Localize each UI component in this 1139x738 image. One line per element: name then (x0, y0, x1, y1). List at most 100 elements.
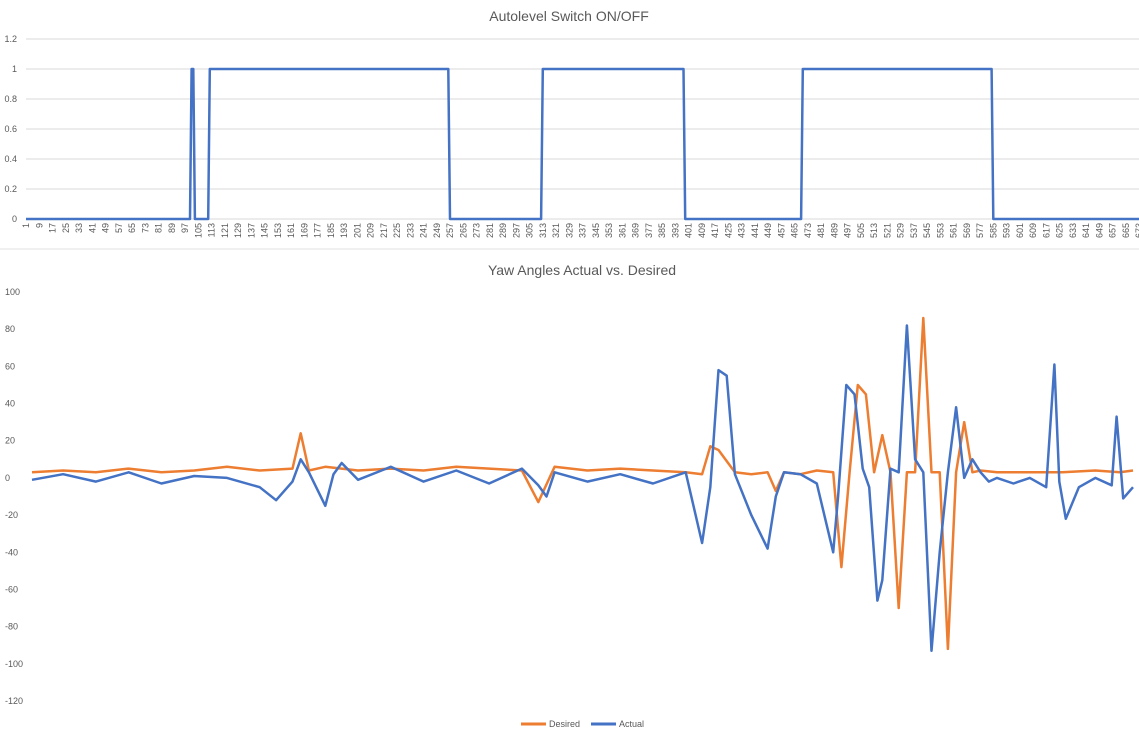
autolevel-x-tick-label: 217 (379, 223, 389, 238)
autolevel-x-tick-label: 145 (260, 223, 270, 238)
yaw-series (31, 316, 1134, 653)
autolevel-x-tick-label: 393 (670, 223, 680, 238)
autolevel-y-tick-label: 0.4 (4, 154, 17, 164)
autolevel-x-tick-label: 233 (405, 223, 415, 238)
autolevel-x-tick-label: 665 (1121, 223, 1131, 238)
autolevel-x-tick-label: 673 (1134, 223, 1139, 238)
legend-label-desired: Desired (549, 719, 580, 729)
autolevel-x-tick-label: 169 (299, 223, 309, 238)
autolevel-x-tick-label: 105 (193, 223, 203, 238)
autolevel-x-tick-label: 489 (829, 223, 839, 238)
autolevel-x-tick-label: 209 (366, 223, 376, 238)
autolevel-chart-title: Autolevel Switch ON/OFF (489, 8, 649, 24)
autolevel-x-tick-label: 457 (776, 223, 786, 238)
autolevel-x-tick-label: 561 (949, 223, 959, 238)
yaw-series-line-desired (31, 316, 1134, 651)
autolevel-x-tick-label: 433 (737, 223, 747, 238)
autolevel-x-tick-label: 241 (419, 223, 429, 238)
autolevel-x-tick-label: 361 (617, 223, 627, 238)
yaw-y-tick-label: 100 (5, 287, 20, 297)
autolevel-x-tick-label: 409 (697, 223, 707, 238)
autolevel-x-tick-label: 89 (167, 223, 177, 233)
yaw-y-tick-label: -60 (5, 584, 18, 594)
autolevel-x-tick-label: 225 (392, 223, 402, 238)
autolevel-x-tick-label: 353 (604, 223, 614, 238)
autolevel-x-tick-label: 345 (591, 223, 601, 238)
yaw-chart-title: Yaw Angles Actual vs. Desired (488, 262, 676, 278)
yaw-y-tick-label: -100 (5, 659, 23, 669)
autolevel-y-tick-label: 0.2 (4, 184, 17, 194)
autolevel-x-tick-label: 49 (101, 223, 111, 233)
autolevel-y-tick-label: 0 (12, 214, 17, 224)
autolevel-x-tick-label: 73 (140, 223, 150, 233)
autolevel-x-tick-label: 25 (61, 223, 71, 233)
autolevel-x-tick-label: 185 (326, 223, 336, 238)
yaw-y-tick-label: 60 (5, 361, 15, 371)
autolevel-x-tick-label: 625 (1055, 223, 1065, 238)
autolevel-x-tick-label: 153 (273, 223, 283, 238)
yaw-y-tick-label: 80 (5, 324, 15, 334)
autolevel-x-tick-label: 617 (1041, 223, 1051, 238)
autolevel-x-tick-label: 529 (896, 223, 906, 238)
autolevel-x-tick-label: 41 (87, 223, 97, 233)
autolevel-x-tick-label: 137 (246, 223, 256, 238)
autolevel-x-tick-label: 577 (975, 223, 985, 238)
autolevel-x-tick-label: 177 (313, 223, 323, 238)
autolevel-x-tick-label: 57 (114, 223, 124, 233)
autolevel-x-tick-label: 585 (988, 223, 998, 238)
autolevel-x-tick-label: 609 (1028, 223, 1038, 238)
autolevel-series (26, 67, 1139, 221)
autolevel-x-tick-label: 505 (856, 223, 866, 238)
autolevel-x-tick-label: 313 (538, 223, 548, 238)
autolevel-x-tick-label: 369 (631, 223, 641, 238)
autolevel-y-axis: 0 0.2 0.4 0.6 0.8 1 1.2 (4, 34, 17, 224)
autolevel-x-tick-label: 129 (233, 223, 243, 238)
autolevel-x-tick-label: 33 (74, 223, 84, 233)
autolevel-x-tick-label: 201 (352, 223, 362, 238)
autolevel-x-tick-label: 289 (498, 223, 508, 238)
yaw-y-tick-label: -20 (5, 510, 18, 520)
yaw-chart: Yaw Angles Actual vs. Desired 100 80 60 40 2… (5, 262, 1134, 729)
autolevel-x-tick-label: 337 (578, 223, 588, 238)
autolevel-x-tick-label: 593 (1002, 223, 1012, 238)
autolevel-x-tick-label: 465 (790, 223, 800, 238)
autolevel-y-tick-label: 0.8 (4, 94, 17, 104)
yaw-y-tick-label: 40 (5, 399, 15, 409)
yaw-y-axis: 100 80 60 40 20 0 -20 -40 -60 -80 -100 -120 (5, 287, 23, 706)
autolevel-x-tick-label: 297 (511, 223, 521, 238)
autolevel-x-tick-label: 545 (922, 223, 932, 238)
autolevel-y-tick-label: 1 (12, 64, 17, 74)
autolevel-x-tick-label: 121 (220, 223, 230, 238)
yaw-legend: Desired Actual (521, 719, 644, 729)
autolevel-x-tick-label: 633 (1068, 223, 1078, 238)
autolevel-x-tick-label: 329 (564, 223, 574, 238)
yaw-y-tick-label: 20 (5, 436, 15, 446)
autolevel-x-tick-label: 521 (882, 223, 892, 238)
yaw-series-line-actual (31, 324, 1134, 653)
autolevel-x-tick-label: 537 (909, 223, 919, 238)
autolevel-x-tick-label: 401 (684, 223, 694, 238)
autolevel-x-tick-label: 249 (432, 223, 442, 238)
autolevel-x-tick-label: 113 (207, 223, 217, 237)
autolevel-x-tick-label: 385 (657, 223, 667, 238)
autolevel-x-tick-label: 417 (710, 223, 720, 238)
autolevel-x-tick-label: 257 (445, 223, 455, 238)
autolevel-x-tick-label: 273 (472, 223, 482, 238)
autolevel-x-tick-label: 161 (286, 223, 296, 238)
autolevel-x-tick-label: 553 (935, 223, 945, 238)
autolevel-x-tick-label: 569 (962, 223, 972, 238)
autolevel-x-tick-label: 481 (816, 223, 826, 238)
autolevel-x-tick-label: 265 (458, 223, 468, 238)
autolevel-x-tick-label: 441 (750, 223, 760, 238)
yaw-y-tick-label: -120 (5, 696, 23, 706)
autolevel-x-tick-label: 81 (154, 223, 164, 233)
autolevel-x-tick-label: 97 (180, 223, 190, 233)
autolevel-x-tick-label: 1 (21, 223, 31, 228)
autolevel-x-tick-label: 641 (1081, 223, 1091, 238)
autolevel-x-tick-label: 497 (843, 223, 853, 238)
autolevel-x-tick-label: 321 (551, 223, 561, 238)
autolevel-x-tick-label: 425 (723, 223, 733, 238)
autolevel-x-tick-label: 601 (1015, 223, 1025, 238)
autolevel-x-tick-label: 9 (34, 223, 44, 228)
